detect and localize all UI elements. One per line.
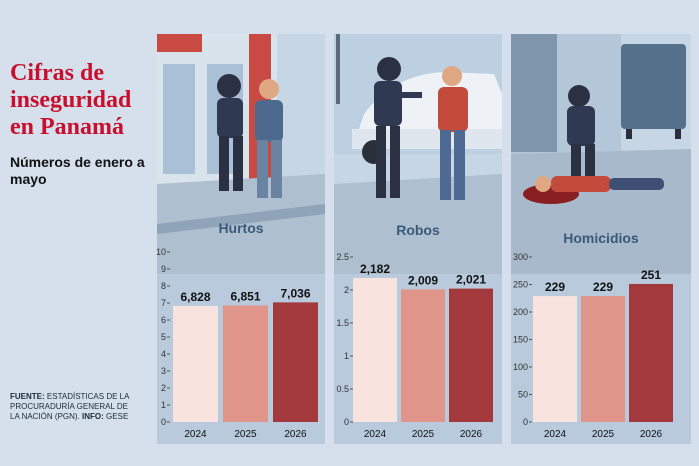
data-label: 229	[593, 280, 613, 294]
y-tick-label: 1	[161, 400, 166, 410]
x-tick-label: 2024	[184, 429, 207, 440]
y-tick-label: 1.5	[336, 318, 349, 328]
category-label: Robos	[396, 222, 440, 238]
y-tick-label: 50	[518, 390, 528, 400]
illustration-robbery	[334, 34, 502, 274]
bar	[273, 302, 318, 422]
illustration-theft	[157, 34, 325, 274]
y-tick-label: 0	[161, 417, 166, 427]
y-tick-label: 250	[513, 280, 528, 290]
data-label: 6,851	[230, 290, 260, 304]
panel-hurtos: Hurtos	[157, 34, 325, 444]
bar	[223, 305, 268, 422]
bar	[173, 305, 218, 422]
x-tick-label: 2024	[364, 429, 387, 440]
data-label: 2,009	[408, 273, 438, 287]
bar	[629, 283, 673, 422]
source-note: FUENTE: ESTADÍSTICAS DE LA PROCURADURÍA …	[10, 392, 130, 422]
x-tick-label: 2026	[460, 429, 483, 440]
illustration-homicide	[511, 34, 691, 274]
y-tick-label: 150	[513, 335, 528, 345]
panel-homicidios: Homicidios	[511, 34, 691, 444]
y-tick-label: 0	[523, 417, 528, 427]
y-tick-label: 1	[344, 351, 349, 361]
bar	[581, 296, 625, 422]
y-tick-label: 0	[344, 417, 349, 427]
y-tick-label: 2.5	[336, 252, 349, 262]
source-label: FUENTE:	[10, 392, 45, 401]
info-text: GESE	[106, 412, 129, 421]
data-label: 7,036	[280, 286, 310, 300]
page-subtitle: Números de enero a mayo	[10, 154, 145, 187]
y-tick-label: 3	[161, 366, 166, 376]
page-title: Cifras de inseguridad en Panamá	[10, 60, 132, 140]
data-label: 2,182	[360, 262, 390, 276]
y-tick-label: 100	[513, 362, 528, 372]
data-label: 229	[545, 280, 565, 294]
y-tick-label: 7	[161, 298, 166, 308]
y-tick-label: 4	[161, 349, 166, 359]
y-tick-label: 0.5	[336, 384, 349, 394]
x-tick-label: 2024	[544, 429, 567, 440]
y-tick-label: 9	[161, 264, 166, 274]
source-text: ESTADÍSTICAS DE LA PROCURADURÍA GENERAL …	[10, 392, 130, 421]
bar	[401, 289, 445, 422]
bar	[353, 277, 397, 422]
category-label: Homicidios	[563, 230, 639, 246]
y-tick-label: 2	[161, 383, 166, 393]
info-label: INFO:	[82, 412, 104, 421]
y-tick-label: 200	[513, 307, 528, 317]
x-tick-label: 2026	[640, 429, 663, 440]
y-tick-label: 5	[161, 332, 166, 342]
bar	[533, 296, 577, 422]
x-tick-label: 2025	[592, 429, 615, 440]
bar	[449, 288, 493, 422]
y-tick-label: 8	[161, 281, 166, 291]
x-tick-label: 2025	[234, 429, 257, 440]
y-tick-label: 6	[161, 315, 166, 325]
y-tick-label: 10	[156, 247, 166, 257]
data-label: 6,828	[180, 290, 210, 304]
category-label: Hurtos	[218, 220, 264, 236]
data-label: 2,021	[456, 273, 486, 287]
x-tick-label: 2026	[284, 429, 307, 440]
y-tick-label: 2	[344, 285, 349, 295]
y-tick-label: 300	[513, 252, 528, 262]
data-label: 251	[641, 268, 661, 282]
x-tick-label: 2025	[412, 429, 435, 440]
